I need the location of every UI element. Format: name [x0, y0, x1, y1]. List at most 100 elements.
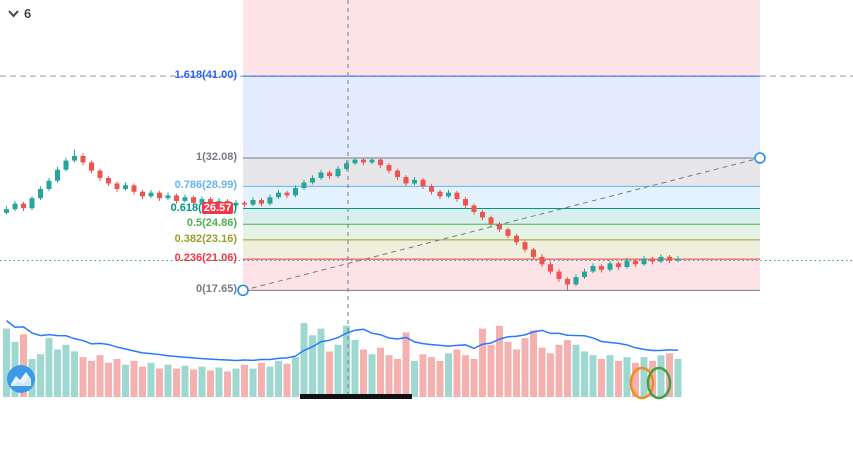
fib-label-0-236[interactable]: 0.236(21.06)	[174, 252, 237, 265]
anchor-handle[interactable]	[754, 152, 766, 164]
candle-body	[46, 180, 52, 189]
volume-bar	[3, 328, 10, 397]
volume-bar	[207, 370, 214, 397]
volume-bar	[37, 354, 44, 397]
drawing-handles[interactable]	[237, 152, 766, 297]
fib-label-0-382[interactable]: 0.382(23.16)	[174, 232, 237, 245]
volume-bar	[411, 360, 418, 397]
candle-body	[624, 260, 630, 267]
volume-bar	[623, 357, 631, 397]
volume-ma-line	[6, 320, 679, 362]
volume-bar	[462, 355, 469, 397]
candle-body	[454, 192, 460, 200]
candle-body	[123, 185, 128, 189]
candle-body	[276, 192, 281, 198]
candle-body	[633, 260, 638, 265]
candle-body	[89, 162, 94, 171]
candle-body	[114, 183, 120, 189]
candle-body	[250, 200, 256, 205]
ellipse-annotations[interactable]	[629, 366, 672, 400]
volume-bar	[300, 322, 308, 397]
chevron-down-icon	[8, 6, 19, 21]
volume-bar	[436, 360, 444, 397]
volume-bar	[198, 366, 206, 397]
candle-body	[106, 177, 111, 184]
volume-bar	[538, 347, 546, 397]
candle-body	[182, 197, 188, 201]
fib-trend-line[interactable]	[242, 157, 761, 291]
volume-bar	[292, 357, 299, 397]
fib-label-0-5[interactable]: 0.5(24.86)	[186, 217, 237, 230]
volume-bars	[3, 322, 682, 397]
candle-body	[582, 271, 587, 278]
fib-label-0-618[interactable]: 0.618(26.57)	[171, 201, 237, 215]
candle-body	[556, 271, 562, 279]
volume-bar	[173, 368, 180, 397]
fib-level-lines[interactable]	[243, 75, 760, 291]
candle-body	[386, 165, 392, 171]
candle-body	[471, 205, 477, 212]
pane-collapse-label: 6	[24, 6, 32, 21]
candle-body	[667, 256, 672, 261]
volume-bar	[504, 341, 512, 397]
volume-bar	[45, 338, 53, 397]
candle-body	[446, 192, 451, 197]
candle-body	[140, 191, 145, 197]
candle-body	[675, 258, 681, 261]
candle-body	[284, 192, 290, 196]
fib-label-0-786[interactable]: 0.786(28.99)	[174, 179, 237, 192]
candle-body	[514, 235, 519, 243]
volume-bar	[521, 338, 529, 397]
candle-body	[480, 211, 485, 218]
candle-body	[344, 163, 349, 169]
candle-body	[318, 172, 324, 178]
volume-bar	[343, 325, 350, 397]
volume-bar	[309, 335, 316, 397]
volume-bar	[317, 328, 325, 397]
candle-body	[616, 263, 621, 267]
candle-body	[165, 195, 171, 199]
volume-bar	[640, 357, 648, 397]
volume-bar	[258, 362, 265, 397]
volume-bar	[62, 344, 70, 397]
candle-body	[412, 179, 417, 184]
fib-label-1[interactable]: 1(32.08)	[196, 150, 237, 163]
volume-bar	[283, 363, 291, 397]
ellipse-annotation[interactable]	[629, 366, 655, 400]
volume-bar	[470, 359, 478, 397]
volume-bar	[368, 354, 376, 397]
fib-band	[243, 0, 760, 77]
volume-bar	[479, 328, 486, 397]
volume-bar	[139, 366, 146, 397]
ellipse-annotation[interactable]	[646, 366, 672, 400]
candle-body	[97, 170, 103, 178]
fib-band	[243, 76, 760, 158]
candle-body	[131, 185, 137, 192]
candle-body	[497, 223, 502, 230]
volume-bar	[88, 360, 95, 397]
candle-body	[641, 258, 647, 265]
black-marker-bar[interactable]	[300, 394, 412, 399]
candle-body	[29, 198, 35, 209]
volume-bar	[71, 351, 78, 397]
volume-bar	[241, 364, 248, 397]
candle-body	[293, 188, 298, 196]
volume-bar	[130, 360, 138, 397]
platform-logo-icon[interactable]	[6, 364, 36, 394]
volume-bar	[589, 355, 597, 397]
volume-bar	[351, 340, 359, 397]
volume-bar	[164, 364, 172, 397]
volume-bar	[334, 344, 342, 397]
fib-label-0[interactable]: 0(17.65)	[196, 283, 237, 296]
volume-bar	[453, 349, 461, 397]
candle-body	[174, 195, 179, 201]
anchor-handle[interactable]	[237, 284, 249, 297]
pane-collapse-control[interactable]: 6	[8, 6, 31, 21]
candle-body	[199, 199, 205, 203]
volume-bar	[377, 347, 384, 397]
candle-body	[310, 177, 315, 183]
fib-bands[interactable]	[243, 0, 760, 291]
fib-label-1-618[interactable]: 1.618(41.00)	[174, 69, 237, 82]
volume-bar	[232, 368, 240, 397]
